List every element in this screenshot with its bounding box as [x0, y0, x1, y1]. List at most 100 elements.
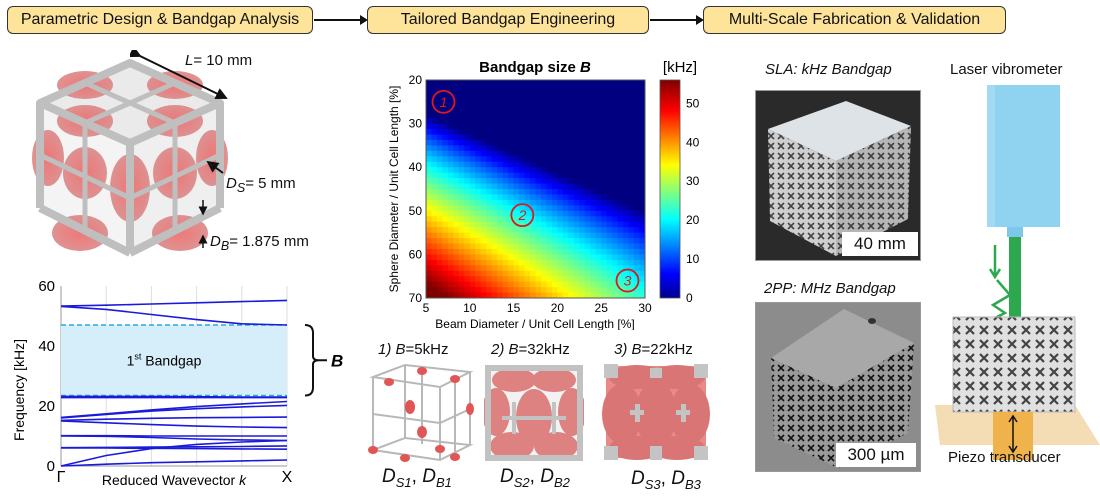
heatmap-cell	[469, 216, 476, 223]
heatmap-cell	[540, 156, 548, 163]
heatmap-cell	[617, 232, 624, 239]
heatmap-cell	[590, 265, 597, 272]
heatmap-cell	[628, 101, 635, 108]
heatmap-cell	[606, 243, 613, 250]
heatmap-cell	[617, 172, 624, 179]
heatmap-cell	[601, 118, 608, 125]
heatmap-cell	[535, 134, 542, 141]
heatmap-cell	[573, 139, 580, 146]
heatmap-cell	[442, 167, 449, 174]
heatmap-cell	[590, 259, 597, 266]
heatmap-cell	[590, 134, 597, 141]
heatmap-cell	[447, 189, 454, 196]
heatmap-cell	[634, 150, 641, 157]
heatmap-cell	[568, 96, 575, 103]
heatmap-cell	[524, 107, 531, 114]
heatmap-cell	[579, 189, 586, 196]
heatmap-cell	[601, 199, 608, 206]
heatmap-cell	[513, 205, 520, 212]
heatmap-cell	[524, 216, 531, 223]
heatmap-cell	[601, 134, 608, 141]
heatmap-cell	[639, 221, 645, 228]
heatmap-cell	[436, 107, 444, 114]
heatmap-cell	[535, 232, 542, 239]
heatmap-cell	[601, 112, 608, 119]
heatmap-cell	[426, 276, 433, 283]
heatmap-cell	[442, 96, 449, 103]
heatmap-cell	[557, 167, 564, 174]
heatmap-cell	[568, 243, 575, 250]
heatmap-cell	[530, 183, 537, 190]
heatmap-cell	[458, 189, 465, 196]
heatmap-cell	[491, 183, 498, 190]
heatmap-cell	[497, 259, 504, 266]
heatmap-cell	[508, 276, 515, 283]
heatmap-cell	[601, 85, 608, 92]
heatmap-cell	[562, 270, 569, 277]
heatmap-cell	[502, 167, 509, 174]
heatmap-cell	[513, 161, 520, 168]
heatmap-cell	[447, 205, 454, 212]
heatmap-cell	[458, 221, 465, 228]
heatmap-cell	[442, 292, 449, 298]
heatmap-cell	[557, 216, 564, 223]
heatmap-cell	[634, 238, 641, 245]
heatmap-cell	[469, 150, 476, 157]
heatmap-cell	[508, 150, 515, 157]
heatmap-cell	[584, 156, 591, 163]
heatmap-cell	[453, 205, 460, 212]
param-subscript: B3	[684, 476, 701, 492]
heatmap-cell	[639, 238, 645, 245]
heatmap-cell	[458, 199, 465, 206]
heatmap-cell	[557, 227, 564, 234]
heatmap-cell	[601, 161, 608, 168]
heatmap-cell	[502, 227, 509, 234]
design-value: =5kHz	[405, 341, 449, 358]
heatmap-cell	[557, 156, 564, 163]
heatmap-cell	[447, 129, 454, 136]
heatmap-cell	[623, 205, 630, 212]
heatmap-cell	[634, 221, 641, 228]
heatmap-cell	[568, 227, 575, 234]
heatmap-cell	[453, 101, 460, 108]
heatmap-cell	[617, 118, 624, 125]
heatmap-cell	[579, 287, 586, 294]
heatmap-cell	[464, 210, 471, 217]
heatmap-cell	[475, 248, 482, 255]
heatmap-cell	[546, 265, 553, 272]
heatmap-cell	[475, 287, 482, 294]
heatmap-cell	[623, 238, 630, 245]
heatmap-cell	[426, 129, 433, 136]
x-tick-label: 10	[463, 301, 477, 315]
flow-arrow	[650, 15, 704, 25]
heatmap-cell	[480, 243, 487, 250]
heatmap-cell	[519, 292, 526, 298]
heatmap-cell	[519, 281, 526, 288]
heatmap-cell	[562, 292, 569, 298]
heatmap-cell	[601, 129, 608, 136]
heatmap-cell	[458, 107, 465, 114]
heatmap-cell	[447, 101, 454, 108]
heatmap-cell	[606, 96, 613, 103]
heatmap-cell	[535, 243, 542, 250]
heatmap-cell	[502, 96, 509, 103]
heatmap-cell	[530, 276, 537, 283]
heatmap-cell	[546, 292, 553, 298]
heatmap-cell	[480, 139, 487, 146]
heatmap-cell	[426, 287, 433, 294]
heatmap-cell	[469, 172, 476, 179]
heatmap-cell	[546, 112, 553, 119]
heatmap-cell	[568, 205, 575, 212]
heatmap-cell	[617, 134, 624, 141]
heatmap-cell	[519, 178, 526, 185]
heatmap-cell	[573, 270, 580, 277]
heatmap-cell	[617, 145, 624, 152]
heatmap-cell	[464, 243, 471, 250]
heatmap-cell	[551, 101, 558, 108]
heatmap-cell	[502, 194, 509, 201]
heatmap-cell	[639, 85, 645, 92]
heatmap-cell	[491, 265, 498, 272]
heatmap-cell	[436, 172, 444, 179]
heatmap-cell	[426, 145, 433, 152]
